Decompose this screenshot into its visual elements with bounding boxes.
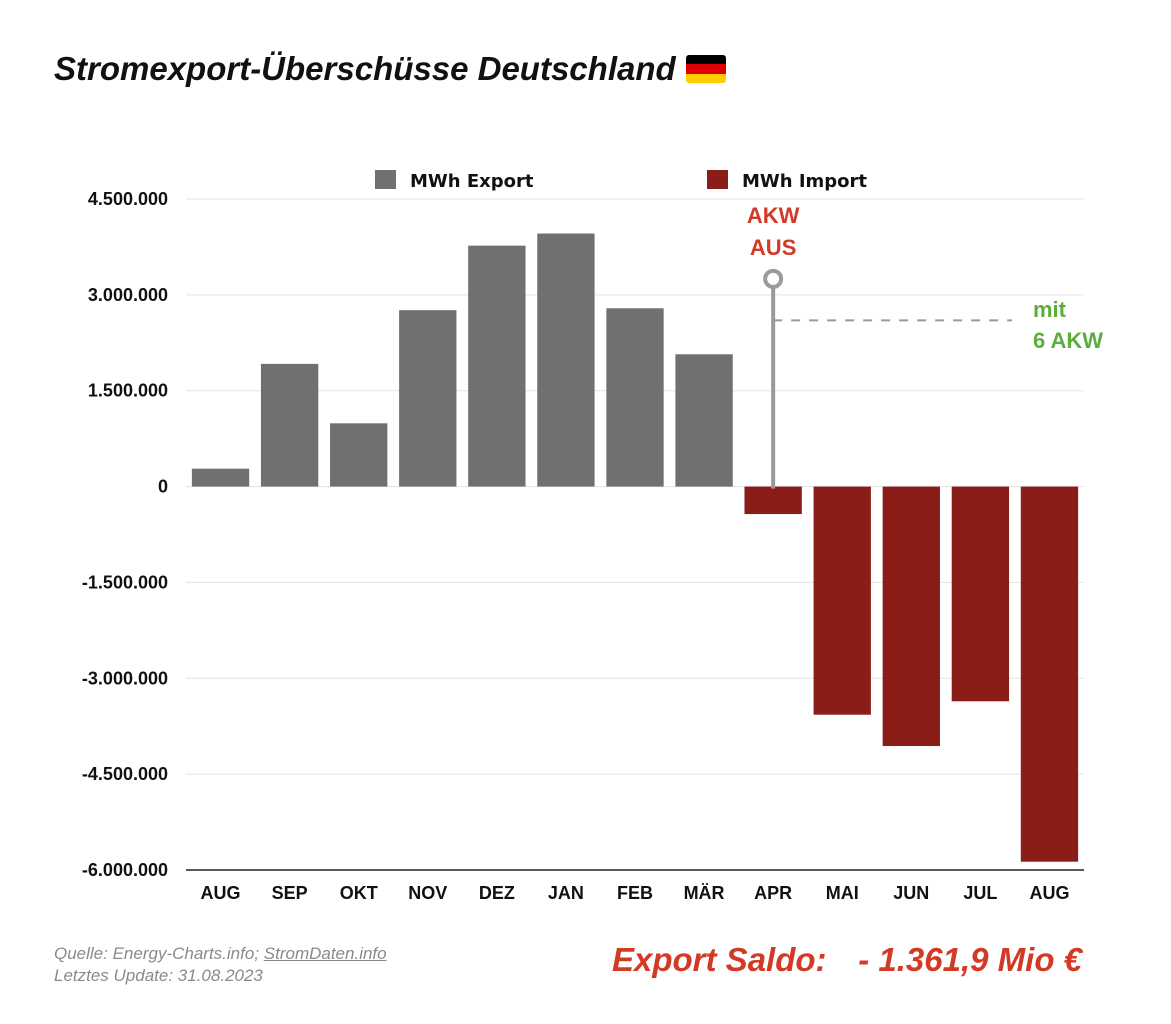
akw-aus-marker-dot bbox=[763, 268, 784, 289]
x-tick-label: JUL bbox=[963, 883, 997, 903]
y-tick-label: -4.500.000 bbox=[82, 764, 168, 784]
import-bar bbox=[744, 486, 802, 515]
legend-swatch bbox=[707, 170, 728, 189]
bar-chart: AKW AUS mit 6 AKW 4.500.000 3.000.000 1.500.0… bbox=[82, 170, 1103, 903]
german-flag-icon bbox=[685, 55, 726, 83]
legend-swatch bbox=[375, 170, 396, 189]
chart-title: Stromexport-Überschüsse Deutschland bbox=[54, 50, 726, 88]
x-tick-label: DEZ bbox=[479, 883, 515, 903]
export-bar bbox=[191, 468, 250, 487]
akw-aus-label: AUS bbox=[750, 235, 796, 260]
y-tick-label: 3.000.000 bbox=[88, 285, 168, 305]
bars bbox=[191, 233, 1079, 862]
import-bar bbox=[882, 486, 940, 747]
x-tick-label: APR bbox=[754, 883, 792, 903]
y-tick-label: 4.500.000 bbox=[88, 189, 168, 209]
x-tick-label: MÄR bbox=[684, 883, 725, 903]
export-bar bbox=[537, 233, 595, 487]
x-tick-label: AUG bbox=[1029, 883, 1069, 903]
export-bar bbox=[675, 354, 733, 487]
y-tick-label: 1.500.000 bbox=[88, 381, 168, 401]
x-tick-label: SEP bbox=[272, 883, 308, 903]
export-bar bbox=[399, 310, 457, 487]
x-tick-label: NOV bbox=[408, 883, 447, 903]
export-bar bbox=[260, 363, 319, 487]
import-bar bbox=[1020, 486, 1079, 862]
source-text: Quelle: Energy-Charts.info; bbox=[54, 944, 264, 963]
export-bar bbox=[468, 245, 526, 487]
export-saldo: Export Saldo: - 1.361,9 Mio € bbox=[612, 941, 1082, 979]
footer-source: Quelle: Energy-Charts.info; StromDaten.i… bbox=[54, 943, 387, 987]
x-tick-label: MAI bbox=[826, 883, 859, 903]
y-tick-label: -1.500.000 bbox=[82, 572, 168, 592]
x-tick-label: FEB bbox=[617, 883, 653, 903]
export-bar bbox=[330, 423, 388, 487]
x-tick-label: JAN bbox=[548, 883, 584, 903]
grid-lines bbox=[186, 198, 1084, 871]
x-tick-label: AUG bbox=[201, 883, 241, 903]
import-bar bbox=[813, 486, 871, 715]
akw-aus-label: AKW bbox=[747, 203, 800, 228]
y-tick-label: 0 bbox=[158, 477, 168, 497]
import-bar bbox=[951, 486, 1010, 702]
legend-label: MWh Import bbox=[742, 171, 867, 192]
saldo-label: Export Saldo: bbox=[612, 941, 827, 978]
y-tick-label: -3.000.000 bbox=[82, 668, 168, 688]
axis-labels: 4.500.000 3.000.000 1.500.000 0 -1.500.000 -3… bbox=[82, 189, 1070, 903]
y-tick-label: -6.000.000 bbox=[82, 860, 168, 880]
source-line: Quelle: Energy-Charts.info; StromDaten.i… bbox=[54, 943, 387, 965]
legend: MWh Export MWh Import bbox=[375, 170, 867, 192]
mit-akw-label: mit bbox=[1033, 297, 1067, 322]
x-tick-label: OKT bbox=[340, 883, 378, 903]
x-tick-label: JUN bbox=[893, 883, 929, 903]
export-bar bbox=[606, 308, 664, 487]
saldo-value: - 1.361,9 Mio € bbox=[858, 941, 1082, 978]
mit-akw-label: 6 AKW bbox=[1033, 328, 1103, 353]
legend-label: MWh Export bbox=[410, 171, 534, 192]
annotations: AKW AUS mit 6 AKW bbox=[747, 203, 1103, 489]
update-text: Letztes Update: 31.08.2023 bbox=[54, 966, 263, 985]
source-link[interactable]: StromDaten.info bbox=[263, 944, 387, 963]
chart-title-text: Stromexport-Überschüsse Deutschland bbox=[54, 50, 676, 87]
